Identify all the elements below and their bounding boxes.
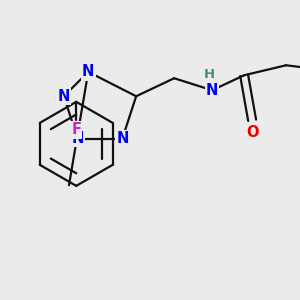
Text: N: N bbox=[71, 131, 84, 146]
Text: H: H bbox=[204, 68, 215, 81]
Text: N: N bbox=[206, 83, 218, 98]
Text: N: N bbox=[116, 131, 128, 146]
Text: N: N bbox=[82, 64, 94, 80]
Text: O: O bbox=[246, 125, 258, 140]
Text: N: N bbox=[58, 89, 70, 104]
Text: F: F bbox=[71, 122, 81, 137]
